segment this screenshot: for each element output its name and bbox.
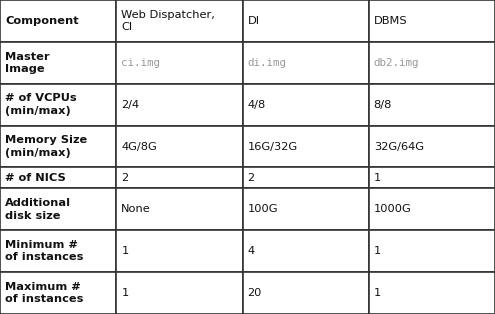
Text: Additional
disk size: Additional disk size (5, 198, 71, 220)
Text: DBMS: DBMS (374, 16, 407, 26)
Text: Memory Size
(min/max): Memory Size (min/max) (5, 135, 87, 158)
Bar (116, 167, 243, 188)
Bar (369, 272, 495, 314)
Text: 100G: 100G (248, 204, 278, 214)
Text: 1000G: 1000G (374, 204, 411, 214)
Bar (369, 42, 495, 84)
Bar (369, 0, 495, 42)
Bar (116, 230, 243, 272)
Bar (369, 188, 495, 230)
Text: None: None (121, 204, 151, 214)
Bar (243, 42, 369, 84)
Bar (243, 188, 369, 230)
Text: db2.img: db2.img (374, 58, 419, 68)
Bar (243, 0, 369, 42)
Bar (243, 126, 369, 167)
Bar (243, 167, 369, 188)
Bar (116, 188, 243, 230)
Text: 32G/64G: 32G/64G (374, 142, 424, 152)
Bar (243, 272, 369, 314)
Bar (369, 84, 495, 126)
Text: di.img: di.img (248, 58, 287, 68)
Bar (369, 167, 495, 188)
Bar (116, 84, 243, 126)
Text: 1: 1 (121, 288, 129, 298)
Bar (116, 126, 243, 167)
Text: 20: 20 (248, 288, 262, 298)
Text: # of NICS: # of NICS (5, 173, 66, 183)
Text: Component: Component (5, 16, 79, 26)
Bar (0, 84, 116, 126)
Text: 8/8: 8/8 (374, 100, 392, 110)
Bar (369, 126, 495, 167)
Text: 4: 4 (248, 246, 254, 256)
Text: 1: 1 (374, 246, 381, 256)
Bar (0, 167, 116, 188)
Text: # of VCPUs
(min/max): # of VCPUs (min/max) (5, 94, 77, 116)
Text: DI: DI (248, 16, 259, 26)
Bar (0, 272, 116, 314)
Bar (0, 0, 116, 42)
Text: 2: 2 (248, 173, 254, 183)
Bar (116, 0, 243, 42)
Text: 1: 1 (374, 288, 381, 298)
Bar (116, 272, 243, 314)
Bar (0, 230, 116, 272)
Bar (369, 230, 495, 272)
Bar (0, 188, 116, 230)
Text: Maximum #
of instances: Maximum # of instances (5, 282, 83, 304)
Bar (0, 42, 116, 84)
Bar (116, 42, 243, 84)
Text: 2: 2 (121, 173, 128, 183)
Bar (0, 126, 116, 167)
Bar (243, 230, 369, 272)
Text: Master
Image: Master Image (5, 51, 50, 74)
Bar (243, 84, 369, 126)
Text: Web Dispatcher,
CI: Web Dispatcher, CI (121, 10, 215, 32)
Text: 1: 1 (121, 246, 129, 256)
Text: ci.img: ci.img (121, 58, 160, 68)
Text: 1: 1 (374, 173, 381, 183)
Text: 4/8: 4/8 (248, 100, 266, 110)
Text: Minimum #
of instances: Minimum # of instances (5, 240, 83, 263)
Text: 2/4: 2/4 (121, 100, 140, 110)
Text: 16G/32G: 16G/32G (248, 142, 297, 152)
Text: 4G/8G: 4G/8G (121, 142, 157, 152)
